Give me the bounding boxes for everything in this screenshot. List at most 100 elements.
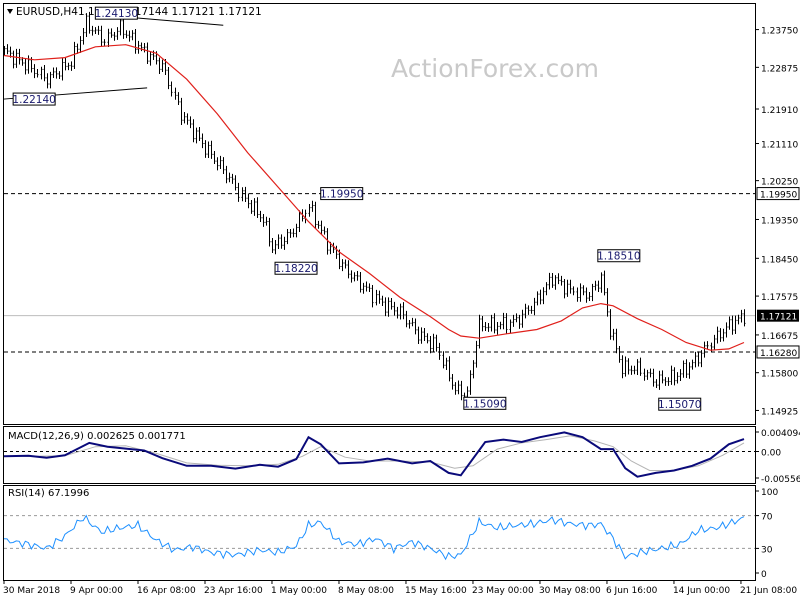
candle [204,140,207,158]
candle [100,25,103,47]
level-price-tag-box [756,187,800,201]
candle [116,27,119,40]
candle [484,321,487,331]
candle [174,87,177,100]
candle [85,13,88,38]
candle [737,314,740,325]
candle [362,282,365,294]
candle [244,186,247,203]
candle [225,165,228,184]
candle [457,380,460,395]
candle [597,280,600,292]
candle [103,39,106,46]
candle [499,321,502,330]
candle [381,295,384,306]
candle [259,210,262,222]
candle [630,365,633,375]
candle [685,359,688,378]
price-tick-label: 1.14925 [761,407,798,417]
price-tick-label: 1.17575 [761,293,798,303]
candle [271,238,274,254]
swing-labels: 1.24130 1.22140 1.19950 1.18220 1.18510 1.150… [12,6,701,411]
candle [673,367,676,386]
candle [131,30,134,41]
moving-average-line [3,44,745,351]
rsi-tick-label: 0 [761,570,767,580]
price-axis: 1.23750 1.22875 1.21910 1.21110 1.20250 1.193… [755,27,800,417]
candle [542,287,545,305]
level-price-tag-text: 1.16280 [760,349,797,359]
candle [615,328,618,354]
price-candles [3,11,746,401]
candle [454,382,457,395]
candle [612,328,615,341]
candle [545,282,548,296]
price-tick-label: 1.19350 [761,216,798,226]
candle [731,315,734,335]
rsi-plot [3,514,755,561]
candle [682,360,685,378]
candle [627,358,630,375]
candle [344,259,347,269]
candle [320,220,323,236]
candle [423,327,426,342]
candle [134,29,137,54]
candle [518,314,521,329]
candle [429,336,432,354]
macd-tick-label: 0.00 [761,448,781,458]
rsi-title: RSI(14) 67.1996 [8,488,89,499]
candle [548,272,551,290]
level-price-tag: 1.19950 [756,187,800,201]
candle [716,326,719,344]
macd-tick-label: 0.004094 [761,429,800,439]
candle [6,44,9,55]
candle [12,50,15,69]
swing-label-box [597,249,641,263]
swing-label: 1.15070 [658,397,701,411]
candle [189,116,192,129]
candle [676,372,679,384]
time-tick-label: 16 Apr 08:00 [137,586,196,596]
candle [420,327,423,344]
rsi-axis: 100 70 30 0 [755,488,778,580]
candle [91,25,94,36]
candle [241,187,244,202]
candle [286,228,289,245]
time-tick-label: 23 Apr 16:00 [204,586,263,596]
time-tick-label: 30 May 08:00 [539,586,601,596]
candle [292,228,295,238]
price-tick-label: 1.15800 [761,370,798,380]
candle [216,157,219,171]
candle [82,28,85,45]
candle [390,298,393,310]
current-price-tag: 1.17121 [757,309,799,323]
candle [253,198,256,216]
candle [502,312,505,330]
candle [661,370,664,384]
rsi-tick-label: 100 [761,488,778,498]
chart-menu-arrow-icon[interactable] [7,9,13,14]
time-tick-label: 14 Jun 00:00 [673,586,730,596]
candle [274,240,277,255]
candle [697,351,700,367]
candle [27,55,30,74]
swing-label: 1.19950 [320,187,363,201]
candle [691,359,694,370]
candle [536,291,539,306]
candle [332,242,335,254]
candle [49,71,52,89]
rsi-tick-label: 30 [761,545,773,555]
candle [347,260,350,279]
symbol-label: EURUSD,H4 [16,6,78,18]
macd-axis: 0.004094 0.00 -0.005568 [755,429,800,485]
candle [183,112,186,124]
candle [317,220,320,229]
candle [149,51,152,66]
price-tick-label: 1.20250 [761,178,798,188]
candle [408,320,411,329]
candle [655,379,658,389]
candle [667,377,670,386]
candle [432,333,435,353]
candle [143,43,146,53]
candle [460,380,463,401]
